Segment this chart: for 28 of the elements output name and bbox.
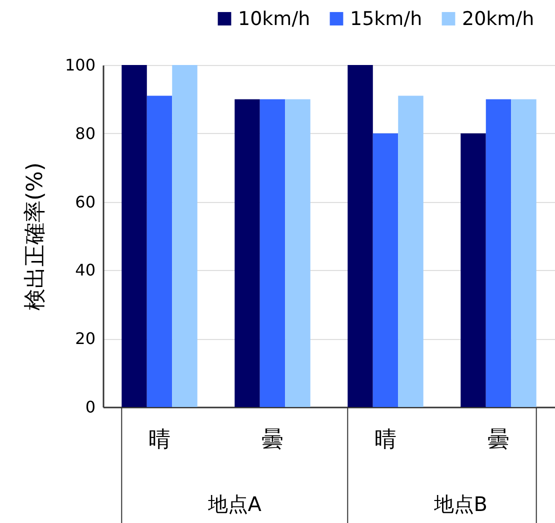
y-tick-label: 60 bbox=[75, 192, 96, 212]
x-tick-label: 晴 bbox=[148, 428, 170, 452]
bar bbox=[348, 65, 373, 407]
bar bbox=[460, 133, 486, 407]
bar bbox=[511, 99, 536, 407]
bar bbox=[260, 99, 286, 407]
bar bbox=[234, 99, 260, 407]
x-tick-label: 晴 bbox=[374, 428, 396, 452]
y-tick-label: 40 bbox=[75, 260, 96, 280]
legend-label: 15km/h bbox=[350, 8, 422, 30]
text: 地点A bbox=[206, 492, 262, 516]
bar bbox=[122, 65, 147, 407]
y-tick-label: 80 bbox=[75, 124, 96, 143]
bar bbox=[398, 96, 424, 407]
y-tick-label: 100 bbox=[64, 56, 96, 74]
bar bbox=[172, 65, 198, 407]
bar bbox=[285, 99, 310, 407]
y-tick-label: 20 bbox=[75, 329, 96, 348]
bar bbox=[486, 99, 512, 407]
y-tick-label: 0 bbox=[85, 398, 96, 416]
y-axis-title: 検出正確率(%) bbox=[22, 162, 48, 311]
x-tick-label: 曇 bbox=[488, 428, 510, 452]
bar bbox=[146, 96, 172, 407]
legend-label: 10km/h bbox=[238, 8, 310, 30]
x-tick-label: 曇 bbox=[262, 428, 284, 452]
bar bbox=[372, 133, 398, 407]
text: 地点B bbox=[432, 492, 488, 516]
legend-label: 20km/h bbox=[462, 8, 534, 30]
